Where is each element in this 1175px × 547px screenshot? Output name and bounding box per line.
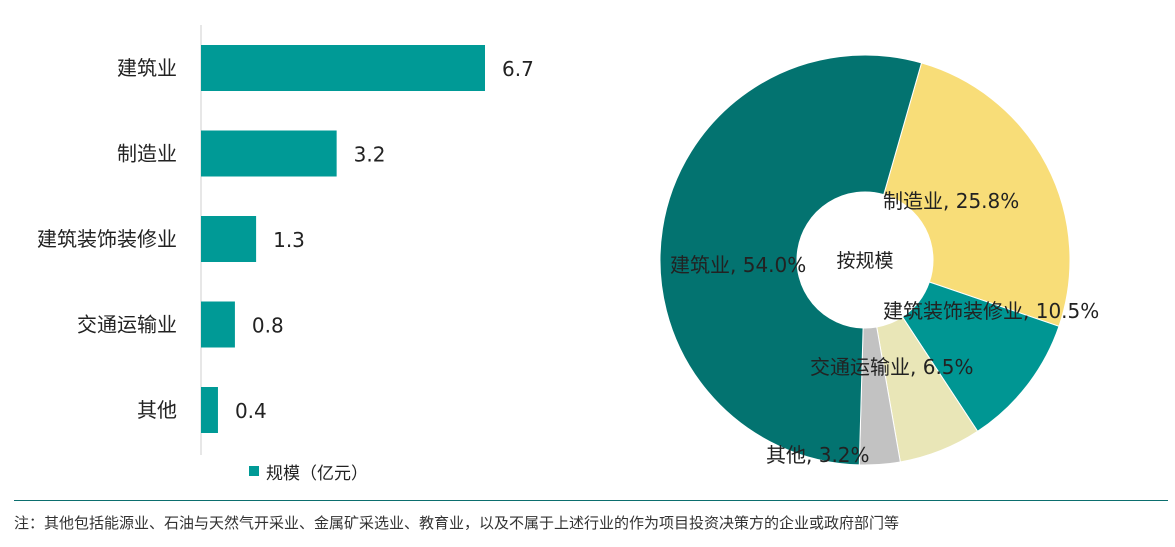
donut-center-label: 按规模 xyxy=(836,250,893,272)
data-label: 0.8 xyxy=(252,314,284,338)
donut-chart: 按规模 建筑业, 54.0% 制造业, 25.8% 建筑装饰装修业, 10.5% 交通运… xyxy=(659,54,1099,467)
bar xyxy=(201,216,257,262)
data-label: 0.4 xyxy=(235,399,267,423)
category-label: 其他 xyxy=(137,398,177,422)
footnote-divider xyxy=(14,500,1168,501)
footnote: 注：其他包括能源业、石油与天然气开采业、金属矿采选业、教育业，以及不属于上述行业… xyxy=(14,514,900,532)
bar xyxy=(201,45,485,91)
pie-slice xyxy=(901,281,1060,432)
category-label: 制造业 xyxy=(117,142,177,166)
category-label: 建筑装饰装修业 xyxy=(37,227,177,251)
bar-chart: 建筑业 6.7 制造业 3.2 建筑装饰装修业 1.3 交通运输业 0.8 其他 0.4 规模（亿元… xyxy=(37,25,534,484)
slice-label: 其他, 3.2% xyxy=(766,443,870,467)
data-label: 1.3 xyxy=(273,228,305,252)
slice-label: 交通运输业, 6.5% xyxy=(810,355,974,379)
pie-slice xyxy=(883,62,1071,327)
legend-label: 规模（亿元） xyxy=(266,464,368,484)
slice-label: 制造业, 25.8% xyxy=(883,189,1019,213)
slice-label: 建筑装饰装修业, 10.5% xyxy=(883,299,1099,323)
slice-label: 建筑业, 54.0% xyxy=(670,253,806,277)
pie-slice xyxy=(659,54,923,466)
bar xyxy=(201,130,337,177)
data-label: 3.2 xyxy=(354,143,386,167)
legend-swatch xyxy=(249,466,259,476)
category-label: 建筑业 xyxy=(117,56,177,80)
bar xyxy=(201,301,235,348)
data-label: 6.7 xyxy=(502,57,534,81)
bar xyxy=(201,387,218,433)
category-label: 交通运输业 xyxy=(77,313,177,337)
chart-canvas: 建筑业 6.7 制造业 3.2 建筑装饰装修业 1.3 交通运输业 0.8 其他 0.4 规模（亿元… xyxy=(37,25,1099,484)
